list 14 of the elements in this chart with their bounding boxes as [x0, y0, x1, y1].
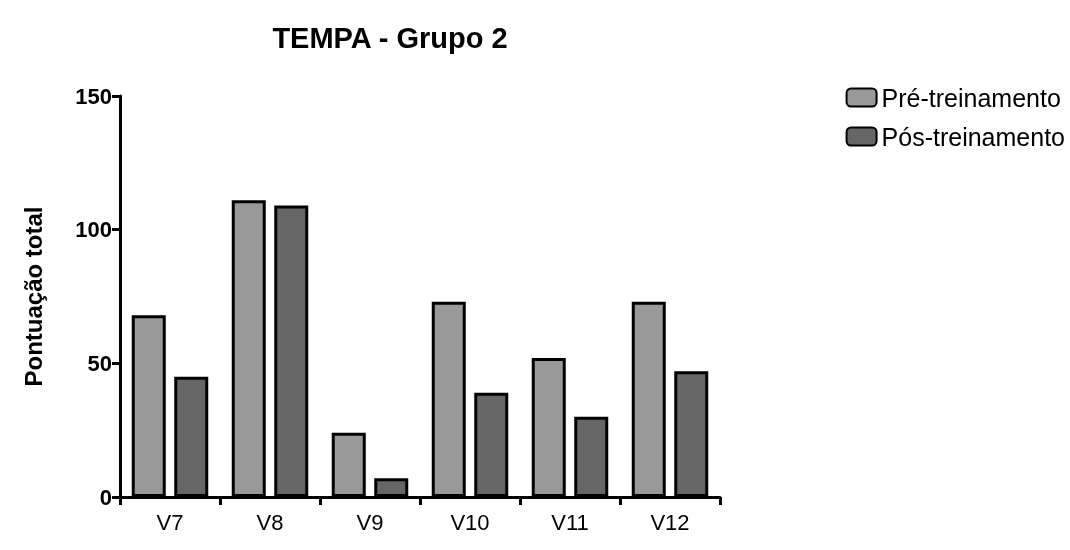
y-axis-title: Pontuação total [19, 206, 47, 387]
y-tick-label: 0 [99, 484, 112, 510]
x-tick-label: V11 [551, 509, 589, 535]
x-tick-label: V10 [450, 509, 490, 535]
x-tick-label: V12 [650, 509, 690, 535]
x-tick-label: V8 [256, 509, 284, 535]
legend-label: Pré-treinamento [881, 83, 1061, 112]
x-tick-label: V7 [156, 509, 184, 535]
chart-title: TEMPA - Grupo 2 [272, 21, 508, 54]
x-tick-label: V9 [356, 509, 384, 535]
y-tick-label: 50 [87, 350, 112, 376]
y-tick-label: 100 [75, 217, 112, 243]
y-tick-label: 150 [75, 83, 112, 109]
legend-label: Pós-treinamento [881, 122, 1066, 151]
